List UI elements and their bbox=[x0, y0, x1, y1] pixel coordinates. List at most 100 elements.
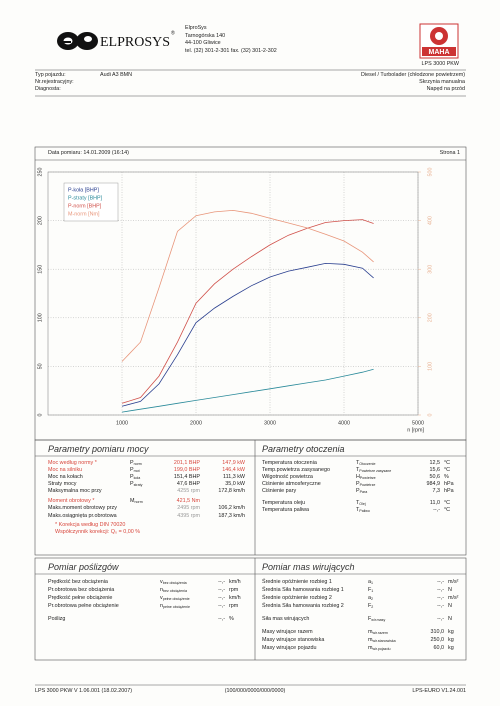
symbol-sub: bez obciążenia bbox=[162, 581, 187, 585]
param-unit: N bbox=[448, 587, 452, 593]
symbol: TPaliwo bbox=[356, 507, 370, 514]
param-unit: °C bbox=[444, 467, 451, 473]
symbol-main: T bbox=[356, 507, 360, 513]
symbol: mwir.pojazdu bbox=[368, 645, 390, 652]
footer-text: (100/000/0000/000/0000) bbox=[224, 688, 286, 694]
symbol: HPowietrze bbox=[356, 474, 376, 481]
symbol-sub: 1 bbox=[371, 589, 374, 593]
y-tick-label: 200 bbox=[37, 216, 43, 225]
param-label: Moc na kołach bbox=[48, 474, 83, 480]
x-tick-label: 2000 bbox=[190, 420, 202, 426]
param-value: 421,5 Nm bbox=[176, 498, 200, 504]
param-value: 50,6 bbox=[429, 474, 441, 480]
param-value: --,- bbox=[218, 595, 225, 601]
symbol: a1 bbox=[368, 579, 373, 586]
symbol-main: P bbox=[130, 467, 134, 473]
symbol: Pstraty bbox=[130, 481, 142, 488]
elprosys-logo-mark bbox=[57, 32, 98, 50]
param-value: 15,6 bbox=[429, 467, 441, 473]
symbol: nbez obciążenia bbox=[160, 587, 187, 594]
x-axis-label: n [rpm] bbox=[407, 427, 424, 433]
registered-mark: ® bbox=[171, 29, 175, 36]
param-label: Średnia Siła hamowania rozbieg 2 bbox=[262, 603, 344, 609]
legend-box bbox=[63, 182, 119, 222]
param-label: Wilgotność powietrza bbox=[262, 474, 313, 480]
symbol: Pnorm bbox=[130, 460, 142, 467]
symbol-sub: koła bbox=[133, 476, 141, 480]
param-label: Temperatura oleju bbox=[262, 500, 306, 506]
param-value: 187,3 km/h bbox=[218, 513, 245, 519]
param-label: Moc według normy * bbox=[48, 460, 97, 466]
param-label: Temperatura paliwa bbox=[262, 507, 310, 513]
symbol-main: m bbox=[368, 637, 373, 643]
symbol-main: P bbox=[356, 481, 360, 487]
param-value: 151,4 BHP bbox=[173, 474, 200, 480]
y2-tick-label: 500 bbox=[427, 168, 433, 177]
param-label: Średnie opóźnienie rozbieg 2 bbox=[262, 595, 332, 601]
y-tick-label: 100 bbox=[37, 313, 43, 322]
param-value: 47,6 BHP bbox=[176, 481, 200, 487]
series-line bbox=[121, 368, 374, 413]
param-value: --,- bbox=[437, 595, 444, 601]
symbol-sub: Powietrze bbox=[359, 476, 376, 480]
param-unit: °C bbox=[444, 500, 451, 506]
y-tick-label: 0 bbox=[37, 414, 43, 417]
param-value: --,- bbox=[218, 616, 225, 622]
page-number: Strona 1 bbox=[439, 150, 460, 156]
address-line: Tarnogórska 140 bbox=[185, 32, 226, 39]
param-label: Prędkość pełne obciążenie bbox=[48, 595, 113, 601]
symbol-sub: straty bbox=[133, 483, 143, 487]
symbol: Mnorm bbox=[130, 498, 143, 505]
param-label: Straty mocy bbox=[48, 481, 77, 487]
param-value: --,- bbox=[437, 587, 444, 593]
param-label: Temp.powietrza zasysanego bbox=[262, 467, 331, 473]
param-label: Maks.moment obrotowy przy bbox=[48, 505, 117, 511]
y-tick-label: 150 bbox=[37, 265, 43, 274]
symbol-sub: mot bbox=[133, 469, 140, 473]
symbol-sub: wir.pojazdu bbox=[372, 647, 391, 651]
symbol: PPowietrze bbox=[356, 481, 375, 488]
footer-text: LPS 3000 PKW V 1.06.001 (18.02.2007) bbox=[35, 688, 133, 694]
symbol-main: F bbox=[368, 616, 372, 622]
param-label: Temperatura otoczenia bbox=[262, 460, 317, 466]
symbol-sub: wir.razem bbox=[372, 631, 388, 635]
symbol-sub: bez obciążenia bbox=[163, 589, 187, 593]
address-line: tel. (32) 301-2-301 fax. (32) 301-2-302 bbox=[185, 47, 277, 54]
param-label: Masy wirujące stanowiska bbox=[262, 637, 325, 643]
symbol-main: T bbox=[356, 500, 360, 506]
param-unit: km/h bbox=[229, 595, 241, 601]
symbol-sub: Para bbox=[359, 490, 368, 494]
symbol-sub: Powietrze zasysane bbox=[359, 469, 392, 473]
param-unit: rpm bbox=[229, 603, 239, 609]
symbol-main: v bbox=[160, 579, 163, 585]
y-tick-label: 250 bbox=[37, 168, 43, 177]
y2-tick-label: 200 bbox=[427, 313, 433, 322]
param-value: 111,3 kW bbox=[223, 474, 245, 480]
param-unit: % bbox=[444, 474, 449, 480]
symbol-main: P bbox=[130, 460, 134, 466]
symbol-main: M bbox=[130, 498, 135, 504]
param-value: 172,8 km/h bbox=[218, 488, 245, 494]
param-value: --,- bbox=[437, 616, 444, 622]
param-label: Ciśnienie pary bbox=[262, 488, 297, 494]
model: LPS 3000 PKW bbox=[421, 61, 459, 67]
vehicle-label: Nr.rejestracyjny: bbox=[35, 79, 74, 85]
symbol-sub: wir.stanowiska bbox=[372, 639, 396, 643]
symbol: npełne obciążenie bbox=[160, 603, 190, 610]
symbol-main: a bbox=[368, 595, 371, 601]
symbol: vbez obciążenia bbox=[160, 579, 187, 586]
x-tick-label: 3000 bbox=[264, 420, 276, 426]
param-unit: m/s² bbox=[448, 579, 459, 585]
param-value: --,- bbox=[218, 579, 225, 585]
legend-entry: P-straty [BHP] bbox=[68, 195, 103, 201]
symbol: Fwir.masy bbox=[368, 616, 385, 623]
x-tick-label: 1000 bbox=[116, 420, 128, 426]
param-value: 199,0 BHP bbox=[173, 467, 200, 473]
symbol-sub: pełne obciążenie bbox=[162, 597, 190, 601]
symbol: Pmot bbox=[130, 467, 140, 474]
param-value: 12,5 bbox=[429, 460, 441, 466]
param-label: Moment obrotowy * bbox=[48, 498, 95, 504]
maha-logo-mark bbox=[419, 23, 459, 59]
symbol-main: m bbox=[368, 645, 373, 651]
